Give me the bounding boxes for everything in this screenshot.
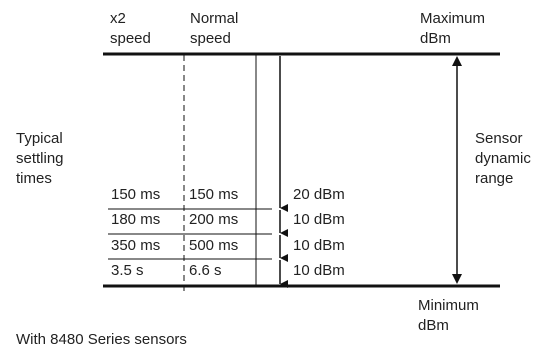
dbm-step: 10 dBm	[293, 262, 345, 279]
header-normal-speed: Normal speed	[190, 10, 239, 47]
normal-speed-time: 150 ms	[189, 186, 239, 203]
label-minimum-dbm: Minimum dBm	[418, 297, 479, 334]
label-typical-settling-times: Typical settling times	[16, 130, 64, 187]
header-maximum-dbm: Maximum dBm	[420, 10, 486, 47]
x2-speed-time: 180 ms	[111, 211, 161, 228]
x2-speed-time: 150 ms	[111, 186, 161, 203]
arrow-down-icon	[452, 274, 462, 284]
footer-note: With 8480 Series sensors	[16, 331, 187, 348]
arrow-up-icon	[452, 56, 462, 66]
dbm-step: 10 dBm	[293, 237, 345, 254]
normal-speed-time: 500 ms	[189, 237, 239, 254]
dbm-step: 10 dBm	[293, 211, 345, 228]
normal-speed-time: 200 ms	[189, 211, 239, 228]
normal-speed-time: 6.6 s	[189, 262, 222, 279]
label-sensor-dynamic-range: Sensor dynamic range	[475, 130, 531, 187]
dbm-step: 20 dBm	[293, 186, 345, 203]
x2-speed-time: 350 ms	[111, 237, 161, 254]
header-x2-speed: x2 speed	[110, 10, 151, 47]
x2-speed-time: 3.5 s	[111, 262, 144, 279]
